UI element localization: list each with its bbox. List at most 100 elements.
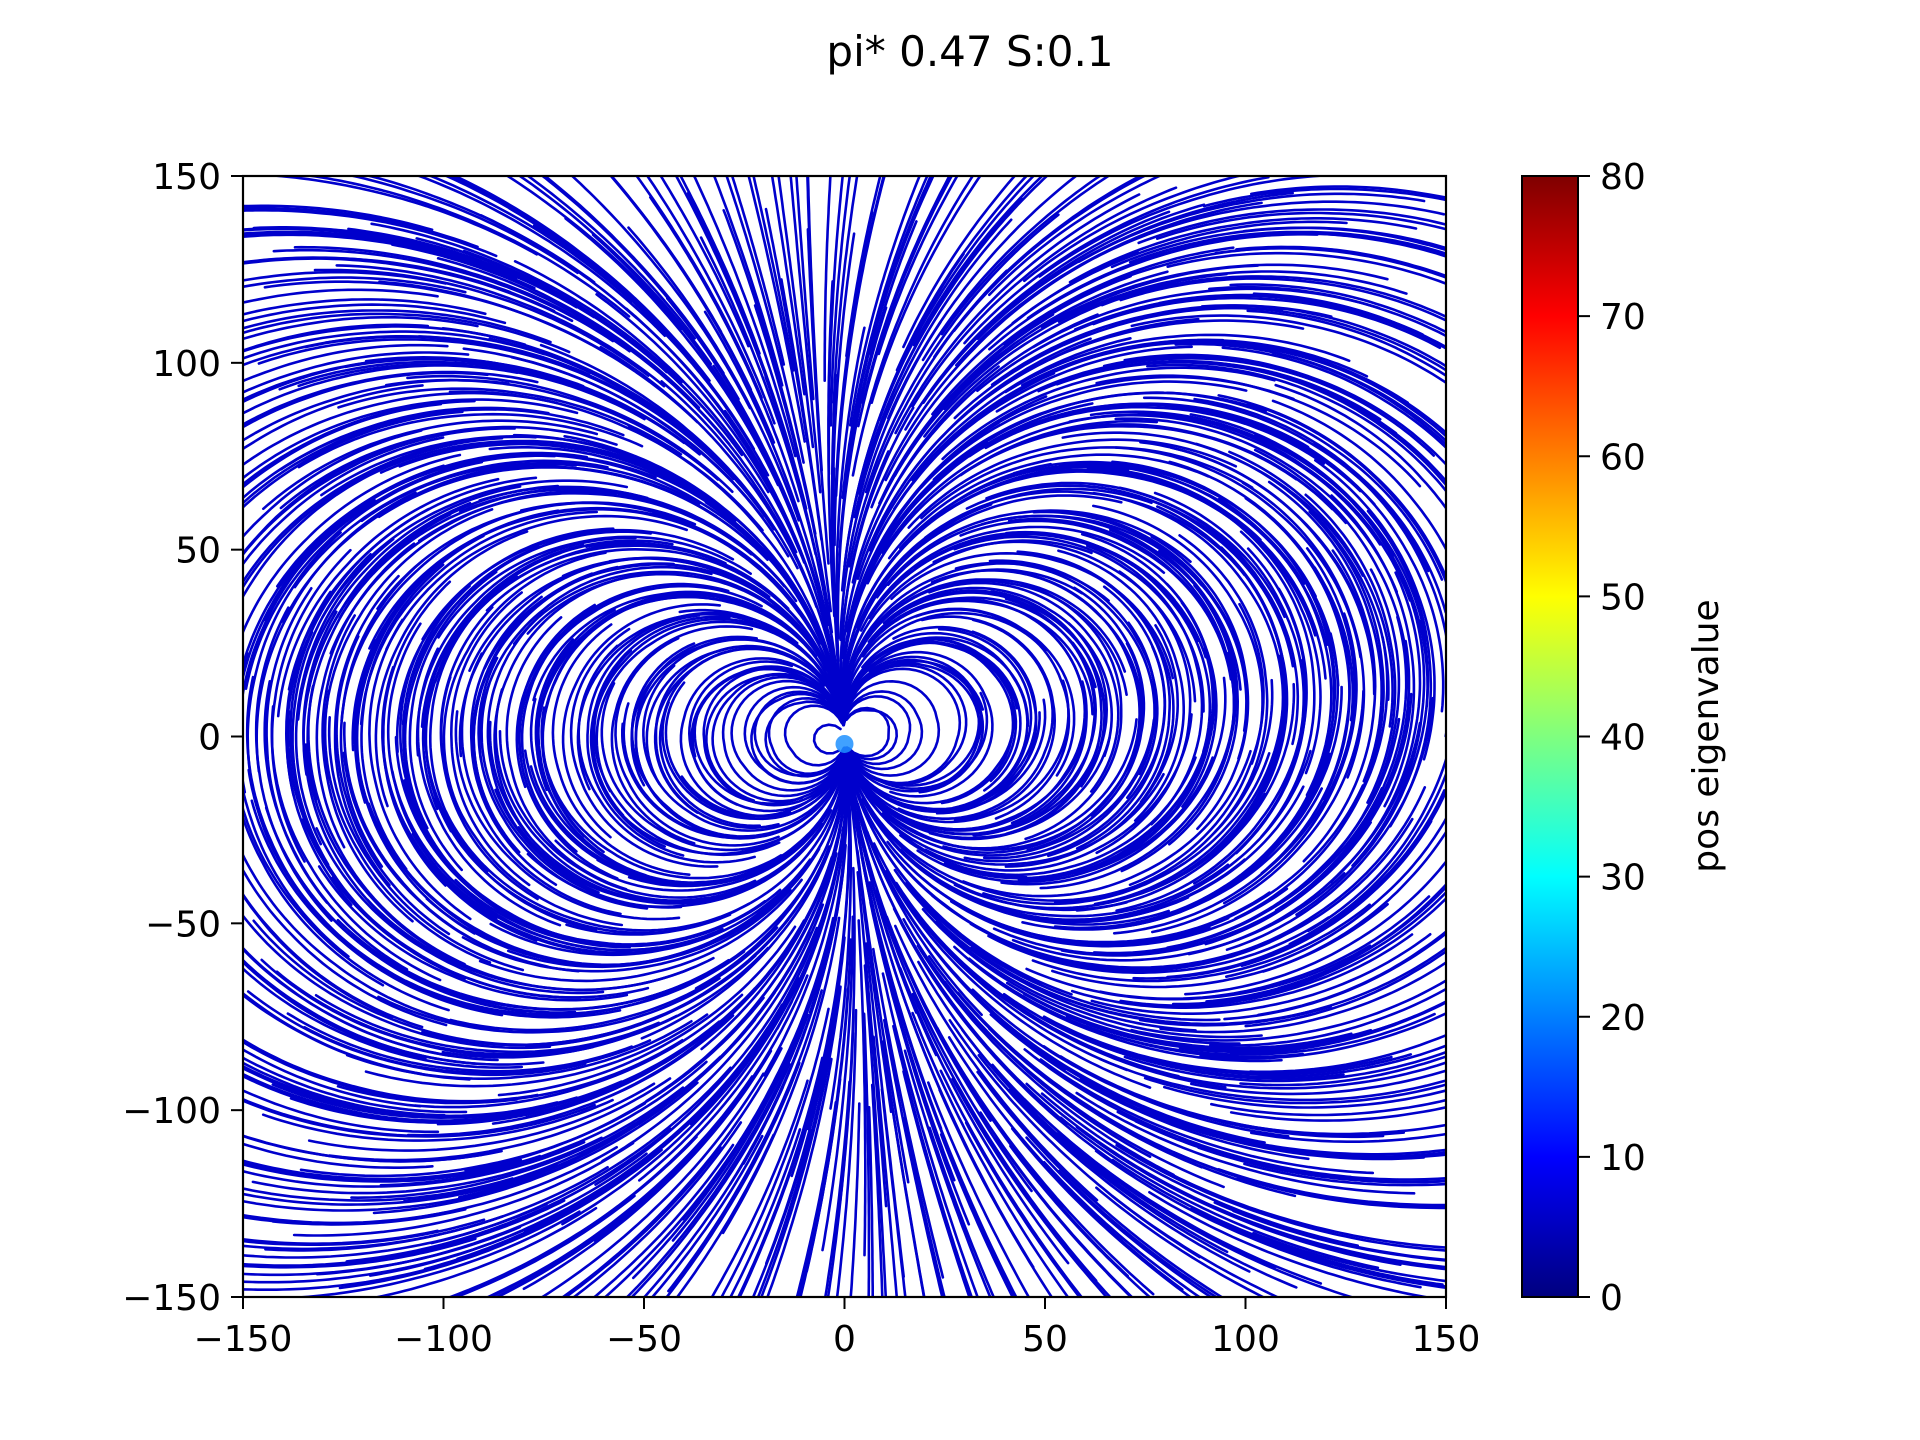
streamline bbox=[287, 476, 538, 691]
streamline bbox=[1056, 1131, 1356, 1297]
streamline bbox=[1195, 442, 1390, 701]
streamline bbox=[1071, 784, 1365, 947]
streamline bbox=[439, 675, 624, 927]
streamline bbox=[1137, 412, 1412, 602]
streamline bbox=[347, 176, 579, 275]
streamline bbox=[750, 692, 844, 785]
streamline bbox=[678, 608, 845, 725]
streamline bbox=[1019, 423, 1348, 525]
streamline bbox=[243, 303, 507, 325]
streamline bbox=[1040, 1092, 1359, 1247]
x-tick-label: 50 bbox=[1022, 1319, 1068, 1360]
streamline bbox=[243, 427, 516, 557]
streamline bbox=[526, 809, 833, 909]
x-tick-label: 100 bbox=[1211, 1319, 1280, 1360]
streamline bbox=[1239, 530, 1316, 838]
streamline bbox=[928, 581, 1120, 793]
streamline bbox=[243, 206, 479, 249]
streamline bbox=[645, 176, 776, 425]
streamline bbox=[279, 425, 618, 510]
streamline bbox=[1095, 374, 1422, 488]
streamline bbox=[1253, 448, 1410, 733]
streamline bbox=[1070, 933, 1414, 1009]
streamline bbox=[1031, 903, 1371, 983]
streamline bbox=[823, 176, 832, 382]
streamline bbox=[307, 176, 631, 318]
streamline bbox=[577, 644, 756, 864]
streamline bbox=[243, 410, 464, 509]
streamline bbox=[454, 878, 782, 948]
streamline bbox=[413, 993, 744, 1109]
streamline bbox=[1130, 979, 1446, 1042]
streamline bbox=[1100, 275, 1446, 319]
streamline bbox=[1086, 544, 1204, 826]
streamline bbox=[401, 530, 653, 726]
streamline bbox=[1094, 1149, 1422, 1289]
streamline bbox=[1279, 431, 1445, 713]
streamline bbox=[868, 847, 1069, 1125]
streamline bbox=[874, 889, 1033, 1193]
streamline bbox=[478, 565, 713, 761]
streamline bbox=[835, 326, 866, 663]
streamline bbox=[861, 176, 951, 405]
streamline bbox=[1150, 535, 1250, 831]
streamline bbox=[694, 750, 848, 990]
streamline bbox=[730, 176, 786, 366]
streamline bbox=[843, 395, 1048, 657]
streamline bbox=[652, 512, 844, 721]
streamline bbox=[1244, 342, 1446, 438]
streamline bbox=[692, 176, 797, 458]
streamline bbox=[964, 1121, 1082, 1297]
streamline bbox=[1208, 285, 1446, 338]
streamline bbox=[957, 977, 1266, 1144]
streamline bbox=[1271, 399, 1446, 552]
streamline bbox=[243, 960, 545, 1066]
streamline bbox=[270, 705, 442, 982]
colorbar bbox=[1521, 175, 1579, 1298]
streamline bbox=[1178, 1137, 1446, 1181]
streamline bbox=[1310, 568, 1401, 880]
streamline bbox=[379, 913, 715, 992]
streamline bbox=[437, 535, 752, 639]
streamline bbox=[1171, 890, 1446, 1006]
streamline bbox=[614, 637, 780, 847]
chart-title: pi* 0.47 S:0.1 bbox=[826, 27, 1113, 76]
streamline bbox=[1132, 1153, 1446, 1249]
streamline bbox=[1313, 442, 1446, 738]
streamline bbox=[292, 1141, 635, 1237]
streamline bbox=[1118, 486, 1300, 746]
colorbar-tick-label: 20 bbox=[1600, 998, 1646, 1039]
streamline bbox=[243, 351, 470, 394]
streamline bbox=[1244, 497, 1351, 800]
streamline bbox=[921, 176, 1103, 362]
x-tick-label: 150 bbox=[1412, 1319, 1481, 1360]
streamline bbox=[1252, 1231, 1446, 1283]
streamline bbox=[1111, 1195, 1280, 1297]
colorbar-tick-label: 70 bbox=[1600, 297, 1646, 338]
streamline bbox=[736, 1056, 824, 1297]
streamline bbox=[894, 193, 1141, 435]
y-tick-label: 150 bbox=[152, 157, 221, 198]
streamline bbox=[831, 232, 856, 569]
streamline bbox=[877, 176, 1036, 422]
streamline bbox=[939, 1133, 1015, 1297]
colorbar-tick-label: 40 bbox=[1600, 718, 1646, 759]
streamline bbox=[912, 176, 1044, 347]
streamline bbox=[1000, 676, 1227, 886]
streamline bbox=[610, 625, 754, 845]
streamline bbox=[243, 309, 552, 344]
streamline bbox=[962, 749, 1252, 898]
streamline bbox=[487, 1075, 754, 1297]
streamline bbox=[1246, 309, 1446, 378]
streamline bbox=[1330, 494, 1416, 808]
streamline bbox=[510, 355, 790, 558]
streamline bbox=[243, 867, 448, 1027]
streamline bbox=[1119, 277, 1446, 322]
streamline bbox=[920, 615, 1057, 822]
streamline bbox=[845, 655, 983, 793]
streamline bbox=[1025, 1136, 1214, 1297]
streamline bbox=[411, 832, 724, 952]
streamline bbox=[845, 706, 891, 758]
streamline bbox=[1080, 532, 1218, 808]
streamline bbox=[967, 319, 1305, 413]
